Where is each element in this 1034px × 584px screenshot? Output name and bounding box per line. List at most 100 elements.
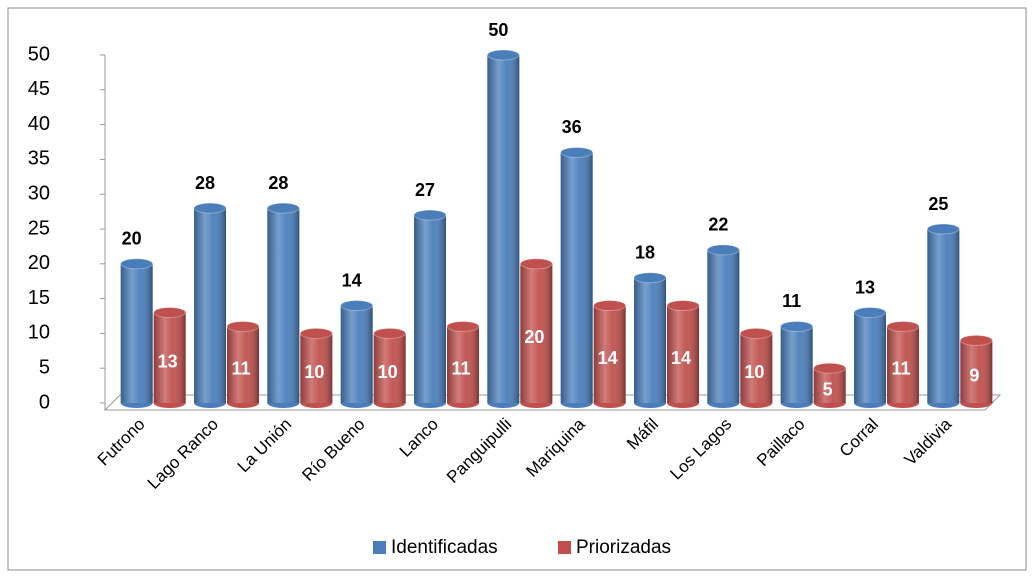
data-label: 20 [524, 327, 544, 347]
bar-top [560, 146, 594, 158]
y-tick-label: 50 [28, 43, 50, 65]
data-label: 10 [304, 362, 324, 382]
bar [226, 320, 260, 408]
bar-top [633, 272, 667, 284]
bar-shade [300, 333, 333, 403]
bar-shade [740, 333, 773, 403]
y-tick-label: 5 [39, 356, 50, 378]
bar-top [266, 202, 300, 214]
bar-shade [267, 208, 300, 403]
bar-shade [927, 229, 960, 403]
bar [706, 244, 740, 408]
bar [633, 272, 667, 408]
bar [780, 320, 814, 408]
bar-top [593, 300, 627, 312]
bar-shade [120, 263, 153, 403]
bar-top [120, 258, 154, 270]
bar [926, 223, 960, 408]
bar [886, 320, 920, 408]
data-label: 18 [635, 242, 655, 262]
bar [193, 202, 227, 408]
bar-top [706, 244, 740, 256]
legend-label: Identificadas [391, 537, 498, 558]
data-label: 14 [598, 348, 618, 368]
bar [486, 49, 520, 408]
y-tick-label: 0 [39, 391, 50, 413]
bar [560, 146, 594, 408]
bar [413, 209, 447, 408]
bar [739, 327, 773, 408]
y-tick-label: 35 [28, 148, 50, 170]
bar-top [886, 320, 920, 332]
data-label: 36 [562, 117, 582, 137]
bar-shade [854, 312, 886, 403]
data-label: 11 [451, 358, 470, 378]
y-tick-label: 25 [28, 217, 50, 239]
bar-top [486, 49, 520, 61]
bar-shade [194, 208, 226, 403]
bar-shade [520, 263, 553, 403]
bar-top [299, 327, 333, 339]
bar-shade [560, 152, 593, 403]
y-tick-label: 30 [28, 182, 50, 204]
data-label: 10 [378, 362, 398, 382]
bar-top [193, 202, 227, 214]
data-label: 14 [671, 348, 691, 368]
bar [153, 307, 187, 408]
legend-swatch [373, 541, 386, 554]
data-label: 25 [928, 194, 948, 214]
bar [340, 300, 374, 408]
y-tick-label: 40 [28, 113, 50, 135]
bar-shade [487, 55, 520, 403]
bar-shade [780, 326, 813, 403]
bar-shade [707, 249, 740, 403]
bar-top [780, 320, 814, 332]
bar-top [226, 320, 260, 332]
bar-shade [960, 340, 993, 403]
bar [666, 300, 700, 408]
bar-top [813, 362, 847, 374]
data-label: 11 [231, 358, 250, 378]
bar-shade [414, 215, 446, 403]
bar-shade [447, 326, 479, 403]
bar-shade [153, 312, 186, 403]
bar [446, 320, 480, 408]
bar [299, 327, 333, 408]
bar-shade [373, 333, 406, 403]
bar-shade [593, 305, 626, 403]
legend-label: Priorizadas [576, 537, 671, 558]
bar [813, 362, 847, 408]
data-label: 13 [855, 277, 875, 297]
bar [266, 202, 300, 408]
data-label: 28 [268, 173, 288, 193]
y-tick-label: 15 [28, 287, 50, 309]
data-label: 11 [782, 291, 801, 311]
y-tick-label: 20 [28, 252, 50, 274]
bar [853, 307, 887, 408]
data-label: 28 [195, 173, 215, 193]
data-label: 11 [891, 358, 910, 378]
bar-top [413, 209, 447, 221]
data-label: 50 [488, 20, 508, 40]
bar [593, 300, 627, 408]
legend-swatch [558, 541, 571, 554]
y-tick-label: 10 [28, 322, 50, 344]
data-label: 22 [708, 215, 728, 235]
bar-top [446, 320, 480, 332]
bar-top [340, 300, 374, 312]
bar-shade [667, 305, 699, 403]
data-label: 27 [415, 180, 435, 200]
data-label: 13 [158, 352, 178, 372]
bar-top [926, 223, 960, 235]
bar [120, 258, 154, 408]
y-tick-label: 45 [28, 78, 50, 100]
bar-top [739, 327, 773, 339]
bar-shade [227, 326, 259, 403]
data-label: 10 [744, 362, 764, 382]
bar-top [853, 307, 887, 319]
data-label: 5 [823, 379, 833, 399]
bar-top [959, 334, 993, 346]
bar-top [666, 300, 700, 312]
data-label: 14 [342, 270, 362, 290]
